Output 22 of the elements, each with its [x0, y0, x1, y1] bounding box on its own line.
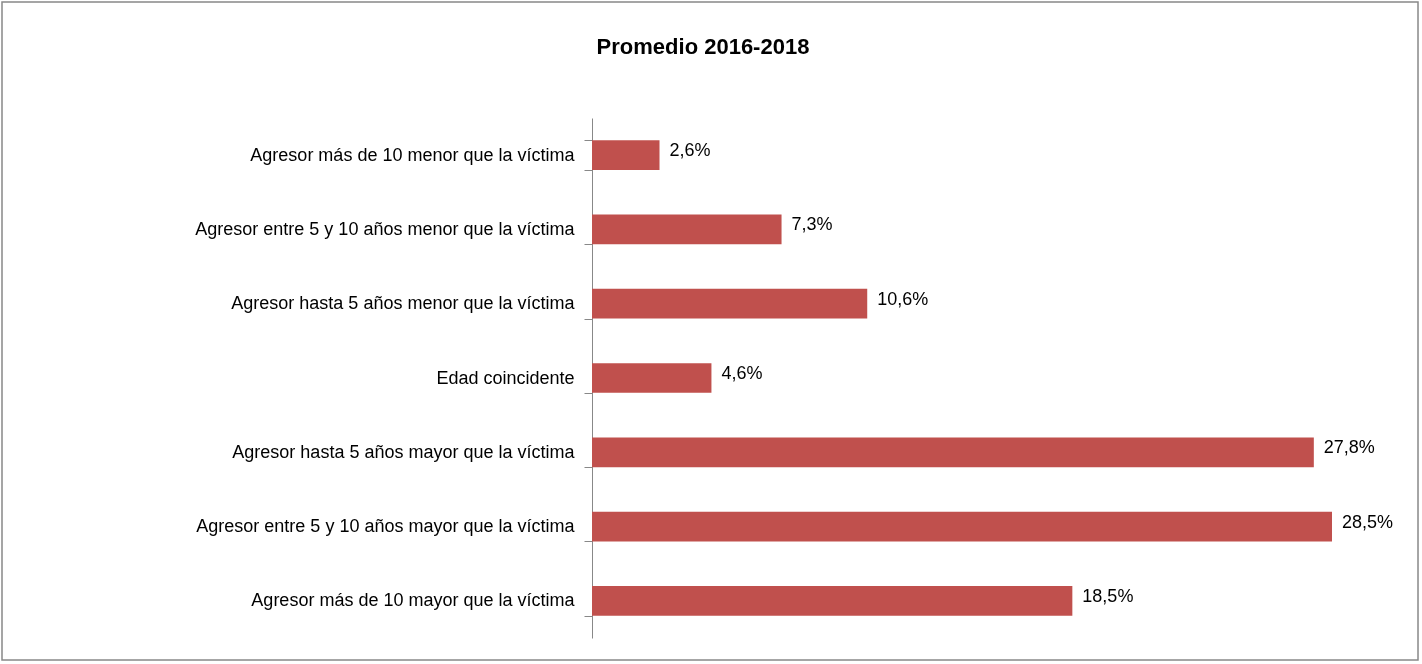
bar	[592, 586, 1073, 616]
y-tick-label: Agresor hasta 5 años mayor que la víctima	[232, 441, 576, 462]
data-label: 18,5%	[1082, 585, 1134, 606]
bar	[592, 288, 868, 319]
data-label: 10,6%	[877, 288, 929, 309]
y-tick-label: Agresor entre 5 y 10 años mayor que la víctima	[196, 516, 576, 537]
bar	[592, 437, 1314, 468]
data-label: 27,8%	[1323, 437, 1375, 458]
y-tick-label: Agresor más de 10 mayor que la víctima	[251, 590, 576, 611]
data-label: 4,6%	[721, 363, 763, 383]
data-label: 7,3%	[791, 214, 833, 235]
bar	[592, 363, 712, 393]
data-label: 28,5%	[1342, 511, 1394, 532]
y-tick-label: Agresor hasta 5 años menor que la víctima	[231, 293, 576, 314]
y-tick-label: Edad coincidente	[436, 367, 575, 388]
bar	[592, 140, 660, 170]
y-tick-label: Agresor más de 10 menor que la víctima	[250, 144, 576, 165]
bar	[592, 511, 1332, 542]
bar	[592, 214, 782, 245]
data-label: 2,6%	[669, 140, 711, 161]
y-tick-label: Agresor entre 5 y 10 años menor que la víctima	[195, 218, 576, 239]
chart-title: Promedio 2016-2018	[596, 34, 810, 59]
